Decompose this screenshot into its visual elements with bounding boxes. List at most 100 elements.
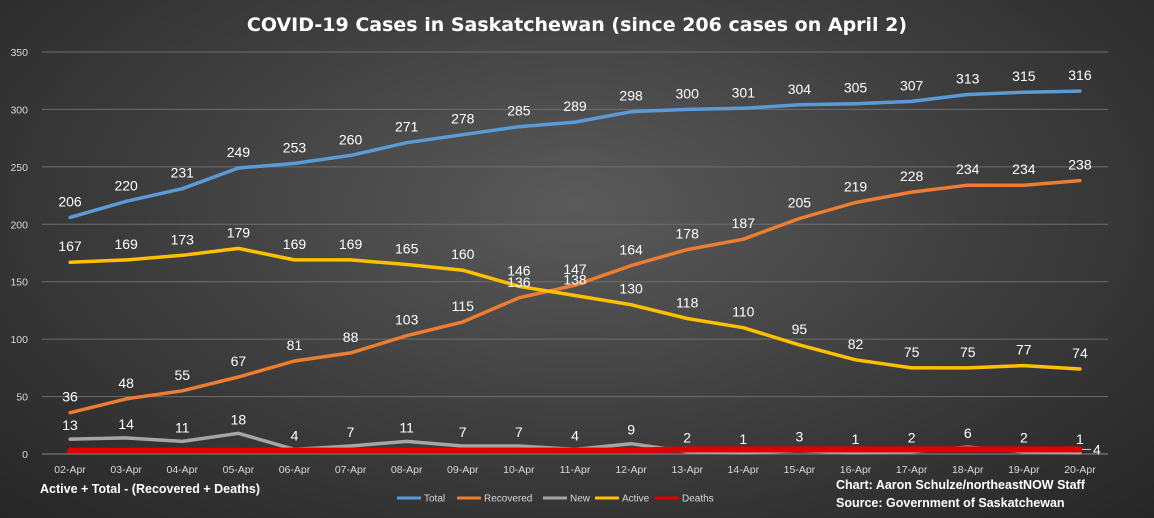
- data-label-new-19-apr: 2: [1020, 430, 1028, 446]
- data-label-new-08-apr: 11: [399, 419, 414, 435]
- data-label-active-09-apr: 160: [451, 246, 475, 262]
- x-tick-label-12-apr: 12-Apr: [615, 464, 647, 476]
- data-label-new-06-apr: 4: [291, 427, 299, 443]
- x-tick-label-08-apr: 08-Apr: [391, 464, 423, 476]
- legend-label-recovered: Recovered: [484, 494, 532, 505]
- data-label-recovered-18-apr: 234: [956, 161, 980, 177]
- data-label-new-03-apr: 14: [118, 416, 134, 432]
- data-label-recovered-05-apr: 67: [231, 353, 247, 369]
- data-label-new-20-apr: 1: [1076, 431, 1084, 447]
- data-label-recovered-12-apr: 164: [619, 242, 643, 258]
- data-label-new-13-apr: 2: [683, 430, 691, 446]
- y-tick-label-200: 200: [10, 219, 28, 231]
- data-label-total-16-apr: 305: [844, 80, 868, 96]
- data-label-new-14-apr: 1: [739, 431, 747, 447]
- data-label-total-14-apr: 301: [732, 84, 756, 100]
- data-label-recovered-16-apr: 219: [844, 178, 868, 194]
- x-tick-label-06-apr: 06-Apr: [279, 464, 311, 476]
- data-label-total-04-apr: 231: [171, 165, 195, 181]
- data-label-active-10-apr: 146: [507, 262, 531, 278]
- data-label-recovered-10-apr: 136: [507, 274, 531, 290]
- data-label-active-13-apr: 118: [676, 294, 699, 310]
- x-tick-label-16-apr: 16-Apr: [840, 464, 872, 476]
- data-label-active-18-apr: 75: [960, 344, 976, 360]
- data-label-active-08-apr: 165: [395, 240, 419, 256]
- data-label-active-17-apr: 75: [904, 344, 920, 360]
- data-label-active-15-apr: 95: [792, 321, 808, 337]
- data-label-new-16-apr: 1: [852, 431, 860, 447]
- chart-title: COVID-19 Cases in Saskatchewan (since 20…: [247, 14, 907, 36]
- data-label-total-11-apr: 289: [563, 98, 587, 114]
- data-label-active-04-apr: 173: [171, 231, 195, 247]
- y-tick-label-300: 300: [10, 104, 28, 116]
- data-label-recovered-07-apr: 88: [343, 329, 359, 345]
- x-tick-label-07-apr: 07-Apr: [335, 464, 367, 476]
- data-label-total-10-apr: 285: [507, 103, 531, 119]
- data-label-new-09-apr: 7: [459, 424, 467, 440]
- data-label-active-14-apr: 110: [732, 304, 755, 320]
- data-label-new-10-apr: 7: [515, 424, 523, 440]
- data-label-recovered-04-apr: 55: [174, 367, 190, 383]
- data-label-recovered-08-apr: 103: [395, 312, 419, 328]
- data-label-total-06-apr: 253: [283, 139, 307, 155]
- series-line-total: [68, 89, 1082, 220]
- y-tick-label-100: 100: [10, 334, 28, 346]
- data-label-total-12-apr: 298: [619, 88, 643, 104]
- x-tick-label-19-apr: 19-Apr: [1008, 464, 1040, 476]
- data-label-recovered-17-apr: 228: [900, 168, 924, 184]
- data-label-total-09-apr: 278: [451, 111, 475, 127]
- data-label-total-08-apr: 271: [395, 119, 419, 135]
- series-line-active: [68, 246, 1082, 371]
- legend: Total Recovered New Active Deaths: [397, 494, 714, 505]
- x-tick-label-17-apr: 17-Apr: [896, 464, 928, 476]
- x-tick-label-03-apr: 03-Apr: [110, 464, 142, 476]
- data-label-active-06-apr: 169: [283, 236, 307, 252]
- x-tick-label-10-apr: 10-Apr: [503, 464, 535, 476]
- data-label-active-07-apr: 169: [339, 236, 363, 252]
- data-label-new-12-apr: 9: [627, 422, 635, 438]
- series-line-recovered: [68, 178, 1082, 415]
- data-label-new-11-apr: 4: [571, 427, 579, 443]
- x-tick-label-04-apr: 04-Apr: [167, 464, 199, 476]
- data-label-recovered-11-apr: 147: [563, 261, 587, 277]
- data-label-new-04-apr: 11: [175, 419, 190, 435]
- axes: 0 50 100 150 200 250 300 350 02-Apr 03-Apr 04-Apr 0…: [10, 47, 1108, 476]
- data-label-deaths-end: 4: [1093, 441, 1101, 457]
- data-label-active-19-apr: 77: [1016, 342, 1032, 358]
- data-label-total-07-apr: 260: [339, 131, 363, 147]
- legend-label-deaths: Deaths: [682, 494, 714, 505]
- data-label-active-03-apr: 169: [114, 236, 138, 252]
- series-line-deaths: [67, 446, 1083, 454]
- legend-label-new: New: [570, 494, 591, 505]
- data-label-total-19-apr: 315: [1012, 68, 1036, 84]
- gridlines: [42, 51, 1108, 455]
- data-label-new-02-apr: 13: [62, 417, 78, 433]
- data-label-total-02-apr: 206: [58, 193, 82, 209]
- x-tick-label-09-apr: 09-Apr: [447, 464, 479, 476]
- data-label-recovered-19-apr: 234: [1012, 161, 1036, 177]
- x-tick-label-11-apr: 11-Apr: [560, 464, 591, 476]
- y-tick-label-0: 0: [22, 449, 28, 461]
- legend-label-total: Total: [424, 494, 445, 505]
- legend-label-active: Active: [622, 494, 650, 505]
- data-label-recovered-20-apr: 238: [1068, 157, 1092, 173]
- x-tick-label-15-apr: 15-Apr: [784, 464, 816, 476]
- data-label-recovered-03-apr: 48: [118, 375, 134, 391]
- data-label-recovered-15-apr: 205: [788, 195, 812, 211]
- data-label-new-18-apr: 6: [964, 425, 972, 441]
- x-tick-label-02-apr: 02-Apr: [54, 464, 86, 476]
- data-label-active-11-apr: 138: [563, 271, 587, 287]
- data-label-new-05-apr: 18: [231, 411, 247, 427]
- x-tick-label-05-apr: 05-Apr: [223, 464, 255, 476]
- data-label-recovered-14-apr: 187: [732, 215, 756, 231]
- chart-credit: Chart: Aaron Schulze/northeastNOW Staff: [836, 478, 1085, 492]
- y-tick-label-50: 50: [16, 392, 28, 404]
- x-tick-label-18-apr: 18-Apr: [952, 464, 984, 476]
- data-label-recovered-09-apr: 115: [452, 298, 475, 314]
- data-label-recovered-13-apr: 178: [676, 226, 700, 242]
- chart-source: Source: Government of Saskatchewan: [836, 496, 1065, 510]
- data-label-new-07-apr: 7: [347, 424, 355, 440]
